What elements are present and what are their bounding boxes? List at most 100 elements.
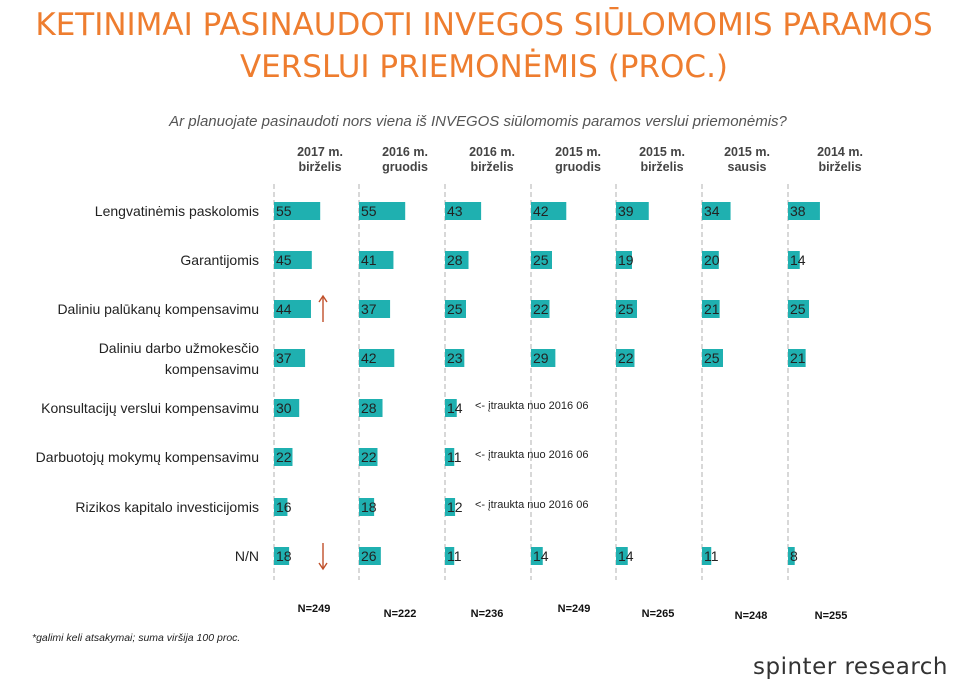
bar-value-label: 16 — [276, 499, 292, 515]
bar-value-label: 22 — [533, 301, 549, 317]
bar — [359, 251, 394, 269]
bar-value-label: 29 — [533, 350, 549, 366]
bar — [531, 202, 567, 220]
series-header: 2015 m. birželis — [639, 145, 685, 174]
category-label-line: N/N — [235, 548, 259, 564]
category-label-line: kompensavimu — [165, 361, 259, 377]
inclusion-note: <- įtraukta nuo 2016 06 — [475, 449, 588, 461]
series-header-line: birželis — [818, 160, 861, 174]
bar — [445, 349, 465, 367]
category-label-line: Daliniu darbo užmokesčio — [99, 340, 260, 356]
inclusion-note: <- įtraukta nuo 2016 06 — [475, 499, 588, 511]
category-label: Darbuotojų mokymų kompensavimu — [36, 449, 259, 465]
series-header-line: sausis — [728, 160, 767, 174]
bar-value-label: 37 — [361, 301, 377, 317]
category-label-line: Darbuotojų mokymų kompensavimu — [36, 449, 259, 465]
bar-value-label: 45 — [276, 252, 292, 268]
bar — [274, 251, 312, 269]
bar-value-label: 14 — [533, 548, 549, 564]
question-subtitle: Ar planuojate pasinaudoti nors viena iš … — [169, 113, 787, 130]
bar — [788, 202, 820, 220]
bar — [359, 349, 395, 367]
bar — [445, 547, 455, 565]
series-header-line: 2014 m. — [817, 145, 863, 159]
bar — [702, 300, 720, 318]
bar — [359, 202, 406, 220]
bar — [274, 202, 321, 220]
bar-value-label: 55 — [361, 203, 377, 219]
bar — [274, 399, 300, 417]
bar-value-label: 22 — [276, 449, 292, 465]
bar-value-label: 43 — [447, 203, 463, 219]
category-label: Garantijomis — [180, 252, 259, 268]
bar-value-label: 37 — [276, 350, 292, 366]
bar — [702, 202, 731, 220]
series-header-line: 2015 m. — [555, 145, 601, 159]
bar-value-label: 20 — [704, 252, 720, 268]
bar-value-label: 25 — [790, 301, 806, 317]
footnote: *galimi keli atsakymai; suma viršija 100… — [32, 632, 241, 644]
series-header-line: 2016 m. — [469, 145, 515, 159]
category-label-line: Garantijomis — [180, 252, 259, 268]
bar — [531, 300, 550, 318]
trend-down-arrowhead — [318, 562, 328, 571]
bar — [788, 349, 806, 367]
bar — [445, 498, 456, 516]
bar — [274, 300, 311, 318]
series-header-line: gruodis — [382, 160, 428, 174]
sample-size-label: N=249 — [558, 603, 591, 615]
series-header-line: birželis — [640, 160, 683, 174]
sample-size-label: N=248 — [735, 610, 768, 622]
bar — [359, 399, 383, 417]
bar — [359, 498, 375, 516]
bar — [616, 547, 628, 565]
bar-value-label: 42 — [533, 203, 549, 219]
bar — [531, 251, 552, 269]
bar-value-label: 11 — [704, 548, 719, 564]
bar — [531, 349, 556, 367]
bar-value-label: 39 — [618, 203, 634, 219]
bar-value-label: 14 — [447, 400, 463, 416]
series-header: 2015 m. sausis — [724, 145, 770, 174]
series-header-line: birželis — [298, 160, 341, 174]
bar-value-label: 42 — [361, 350, 377, 366]
bar — [445, 202, 482, 220]
series-header-line: gruodis — [555, 160, 601, 174]
bar-value-label: 25 — [447, 301, 463, 317]
bar-value-label: 14 — [790, 252, 806, 268]
bar — [616, 251, 632, 269]
sample-size-label: N=222 — [384, 608, 417, 620]
sample-size-label: N=265 — [642, 608, 675, 620]
bar-value-label: 55 — [276, 203, 292, 219]
bar-value-label: 44 — [276, 301, 292, 317]
series-header: 2016 m. birželis — [469, 145, 515, 174]
category-label: Lengvatinėmis paskolomis — [95, 203, 259, 219]
bar-value-label: 28 — [447, 252, 463, 268]
bar — [616, 349, 635, 367]
series-header-line: 2015 m. — [639, 145, 685, 159]
bar — [702, 547, 712, 565]
bar — [274, 498, 288, 516]
bar — [445, 399, 457, 417]
bar-value-label: 21 — [790, 350, 806, 366]
bar-value-label: 22 — [618, 350, 634, 366]
bar-value-label: 19 — [618, 252, 634, 268]
bar-value-label: 25 — [704, 350, 720, 366]
bar — [531, 547, 543, 565]
series-header-line: 2017 m. — [297, 145, 343, 159]
bar-value-label: 25 — [533, 252, 549, 268]
category-label: Daliniu palūkanų kompensavimu — [57, 301, 259, 317]
bar-value-label: 22 — [361, 449, 377, 465]
bar — [359, 448, 378, 466]
bar-value-label: 14 — [618, 548, 634, 564]
bar-value-label: 23 — [447, 350, 463, 366]
series-header: 2017 m. birželis — [297, 145, 343, 174]
category-label: N/N — [235, 548, 259, 564]
bar — [788, 251, 800, 269]
sample-size-label: N=255 — [815, 610, 848, 622]
bar — [445, 448, 455, 466]
bar-value-label: 8 — [790, 548, 798, 564]
bar-value-label: 41 — [361, 252, 377, 268]
bar — [274, 448, 293, 466]
